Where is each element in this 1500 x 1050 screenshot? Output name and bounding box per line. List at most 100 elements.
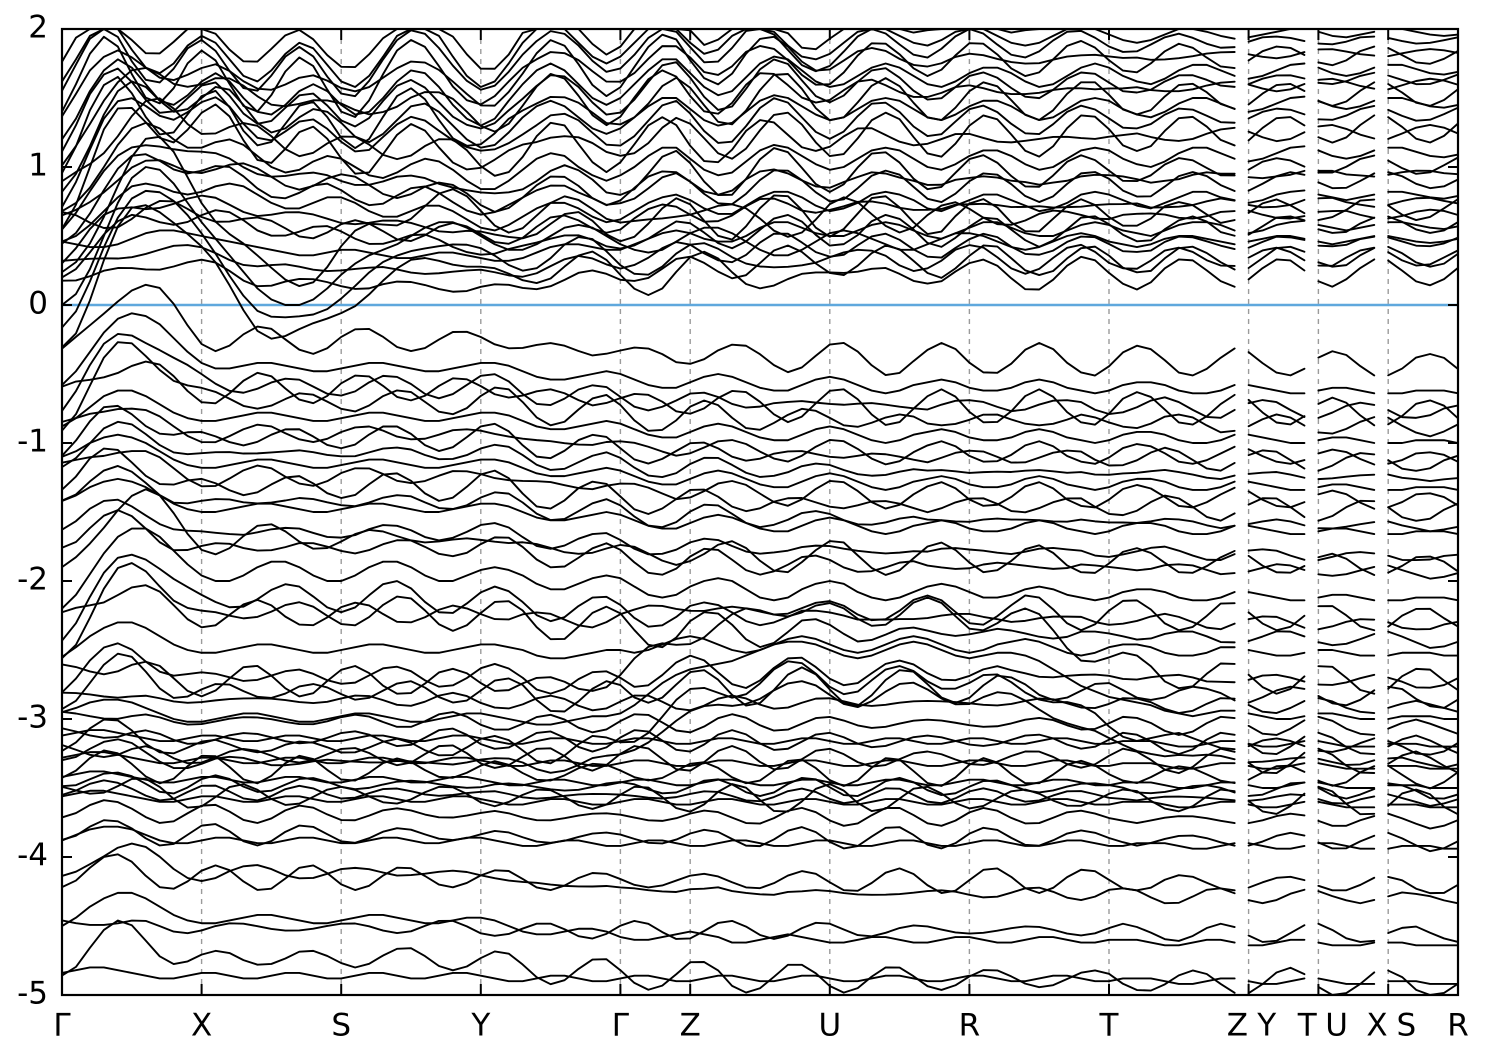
x-tick-label-8: T	[1099, 1007, 1120, 1043]
band-curve	[61, 729, 1459, 748]
y-axis-ticks	[62, 28, 1458, 996]
band-curve	[61, 312, 1459, 395]
y-tick-label: -3	[17, 700, 48, 736]
band-curve	[61, 232, 1459, 278]
x-tick-label-9: Z	[1227, 1007, 1248, 1043]
x-tick-label-7: R	[959, 1007, 981, 1043]
band-curve	[61, 333, 1459, 419]
band-curve	[61, 96, 1459, 208]
x-tick-label-13: X	[1366, 1007, 1387, 1043]
band-curve	[61, 33, 1459, 118]
band-curve	[61, 465, 1459, 533]
y-tick-label: -4	[17, 838, 48, 874]
y-tick-label: -1	[17, 424, 48, 460]
band-curve	[61, 196, 1459, 245]
band-curve	[61, 642, 1459, 695]
band-curve	[61, 407, 1459, 466]
band-curve	[61, 751, 1459, 770]
band-curve	[61, 777, 1459, 816]
y-tick-label: 2	[28, 10, 48, 46]
band-curve	[61, 121, 1459, 213]
x-tick-label-3: Y	[470, 1007, 490, 1043]
band-curve	[61, 66, 1459, 167]
band-curve	[61, 562, 1459, 660]
band-curve	[61, 527, 1459, 610]
band-curve	[61, 596, 1459, 698]
band-curve	[61, 727, 1459, 756]
y-axis-tick-labels: 2 1 0 -1 -2 -3 -4 -5	[17, 10, 48, 1012]
band-curve	[61, 55, 1459, 141]
band-curve	[61, 710, 1459, 736]
band-curve	[61, 28, 1459, 98]
x-tick-label-4: Γ	[612, 1007, 630, 1043]
band-curve	[61, 744, 1459, 775]
band-curve	[61, 779, 1459, 807]
band-curve	[61, 182, 1459, 243]
band-curve	[61, 103, 1459, 230]
band-curve	[61, 853, 1459, 895]
band-curve	[61, 640, 1459, 726]
band-curve	[61, 433, 1459, 491]
x-tick-label-6: U	[818, 1007, 841, 1043]
band-curve	[61, 621, 1459, 660]
band-curve	[61, 35, 1459, 118]
band-curve	[61, 447, 1459, 522]
plot-frame	[60, 27, 1460, 997]
band-curve	[61, 919, 1459, 943]
band-curve	[61, 283, 1459, 377]
band-curve	[61, 799, 1459, 830]
band-curve	[61, 360, 1459, 427]
band-curve	[61, 819, 1459, 853]
band-curve	[61, 660, 1459, 765]
band-curve	[61, 58, 1459, 153]
x-axis-ticks	[200, 29, 1390, 995]
x-tick-label-15: R	[1447, 1007, 1469, 1043]
band-curves	[61, 28, 1459, 996]
band-curve	[61, 244, 1459, 293]
band-curve	[61, 450, 1459, 510]
band-curve	[61, 553, 1459, 642]
x-tick-label-5: Z	[680, 1007, 701, 1043]
x-tick-label-10: Y	[1256, 1007, 1276, 1043]
band-curve	[61, 509, 1459, 580]
band-curve	[61, 652, 1459, 713]
x-tick-label-0: Γ	[53, 1007, 71, 1043]
y-tick-label: -5	[17, 976, 48, 1012]
band-curve	[61, 919, 1459, 996]
band-curve	[61, 488, 1459, 576]
y-tick-label: -2	[17, 562, 48, 598]
y-tick-label: 1	[28, 148, 48, 184]
x-tick-label-14: S	[1397, 1007, 1417, 1043]
band-curve	[61, 389, 1459, 444]
band-curve	[61, 341, 1459, 438]
band-curve	[61, 691, 1459, 714]
band-curve	[61, 749, 1459, 790]
band-curve	[61, 204, 1459, 349]
band-curve	[61, 891, 1459, 947]
band-curve	[61, 680, 1459, 774]
band-curve	[61, 97, 1459, 183]
band-curve	[61, 966, 1459, 985]
band-curve	[61, 144, 1459, 231]
x-tick-label-12: U	[1325, 1007, 1348, 1043]
band-curve	[61, 825, 1459, 850]
y-tick-label: 0	[28, 286, 48, 322]
x-tick-label-11: T	[1297, 1007, 1318, 1043]
band-curve	[61, 584, 1459, 632]
band-curve	[61, 194, 1459, 265]
band-curve	[61, 420, 1459, 483]
x-tick-label-1: X	[191, 1007, 212, 1043]
axes-frame	[60, 27, 1460, 997]
band-curve	[61, 842, 1459, 905]
band-curve	[61, 73, 1459, 175]
band-curve	[61, 80, 1459, 193]
band-curve	[61, 153, 1459, 245]
band-curve	[61, 209, 1459, 279]
x-tick-label-2: S	[331, 1007, 351, 1043]
band-curve	[61, 789, 1459, 809]
band-curve	[61, 771, 1459, 800]
band-curve	[61, 404, 1459, 472]
